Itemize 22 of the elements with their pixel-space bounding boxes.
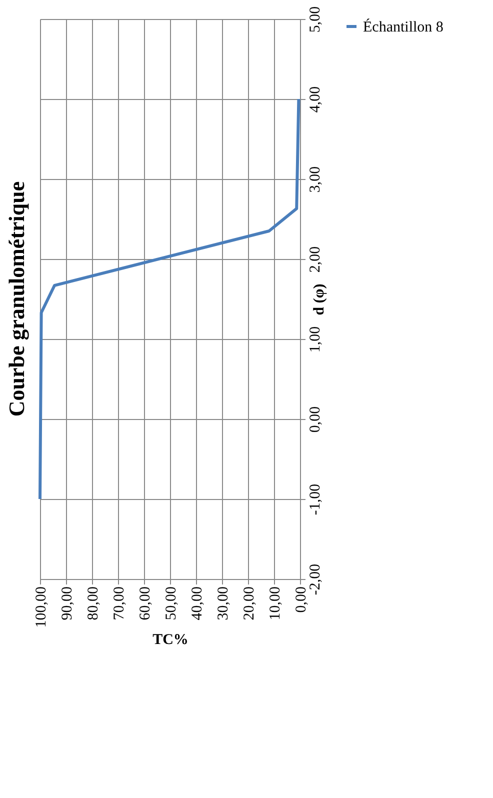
x-tick-label: 40,00 (190, 586, 206, 620)
x-tick-label: 100,00 (34, 586, 50, 628)
y-tick-label: -2,00 (308, 564, 324, 596)
y-tick-label: 4,00 (308, 86, 324, 113)
x-tick-label: 50,00 (164, 586, 180, 620)
y-tick-label: 5,00 (308, 6, 324, 33)
x-tick-label: 30,00 (216, 586, 232, 620)
y-tick-label: 2,00 (308, 246, 324, 273)
x-tick-label: 60,00 (138, 586, 154, 620)
y-tick-label: 1,00 (308, 326, 324, 353)
text: Courbe granulométrique (4, 181, 29, 417)
x-axis-title: TC% (152, 632, 188, 648)
x-tick-label: 70,00 (112, 586, 128, 620)
y-tick-label: 3,00 (308, 166, 324, 193)
y-tick-label: 0,00 (308, 406, 324, 433)
y-tick-label: -1,00 (308, 484, 324, 516)
x-tick-label: 80,00 (86, 586, 102, 620)
x-tick-label: 90,00 (60, 586, 76, 620)
x-tick-label: 20,00 (242, 586, 258, 620)
legend-label: Échantillon 8 (363, 18, 444, 36)
y-axis-title: d (φ) (312, 284, 328, 316)
x-tick-label: 10,00 (268, 586, 284, 620)
